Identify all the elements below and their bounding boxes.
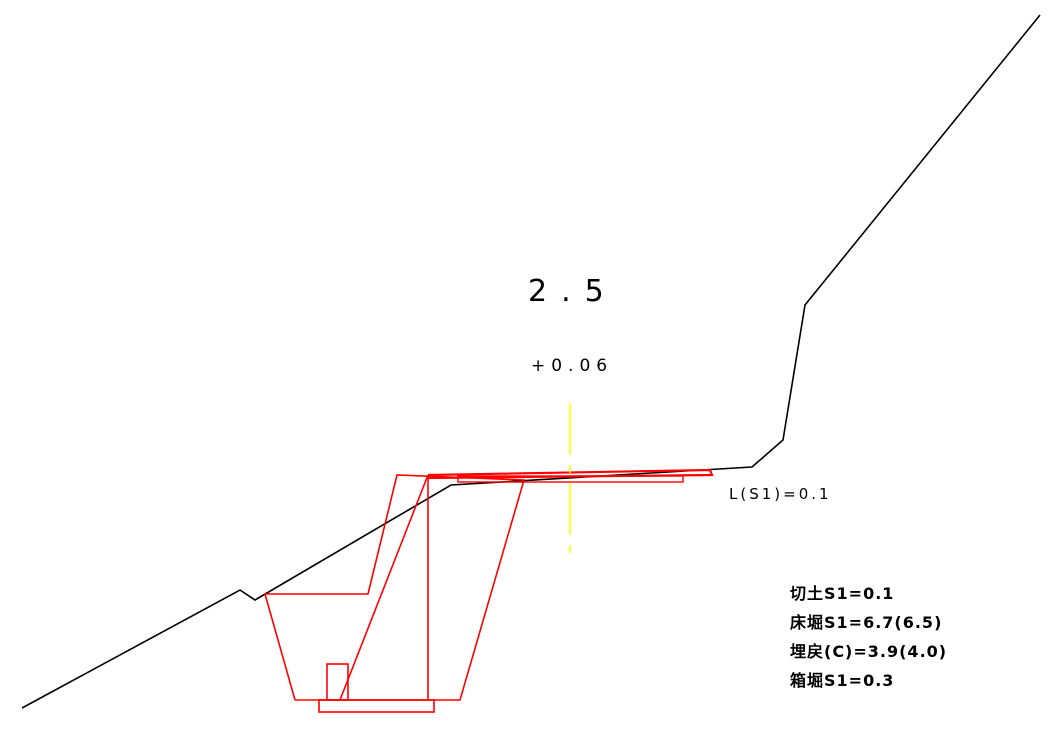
station-label: 2.5: [528, 274, 618, 309]
quantity-backfill: 埋戻(C)=3.9(4.0): [790, 642, 948, 661]
base-slab: [318, 699, 435, 713]
quantity-cut: 切土S1=0.1: [790, 584, 895, 603]
road-base-layer: [457, 475, 684, 483]
key-block: [326, 663, 349, 701]
length-s1-label: L(S1)=0.1: [729, 485, 832, 503]
quantity-summary: 切土S1=0.1 床堀S1=6.7(6.5) 埋戻(C)=3.9(4.0) 箱堀…: [790, 582, 947, 698]
quantity-box-excavation: 箱堀S1=0.3: [790, 671, 895, 690]
offset-label: +0.06: [531, 356, 614, 376]
excavation-outline: [263, 474, 526, 701]
wall-front-line: [339, 474, 429, 701]
quantity-excavation: 床堀S1=6.7(6.5): [790, 613, 943, 632]
